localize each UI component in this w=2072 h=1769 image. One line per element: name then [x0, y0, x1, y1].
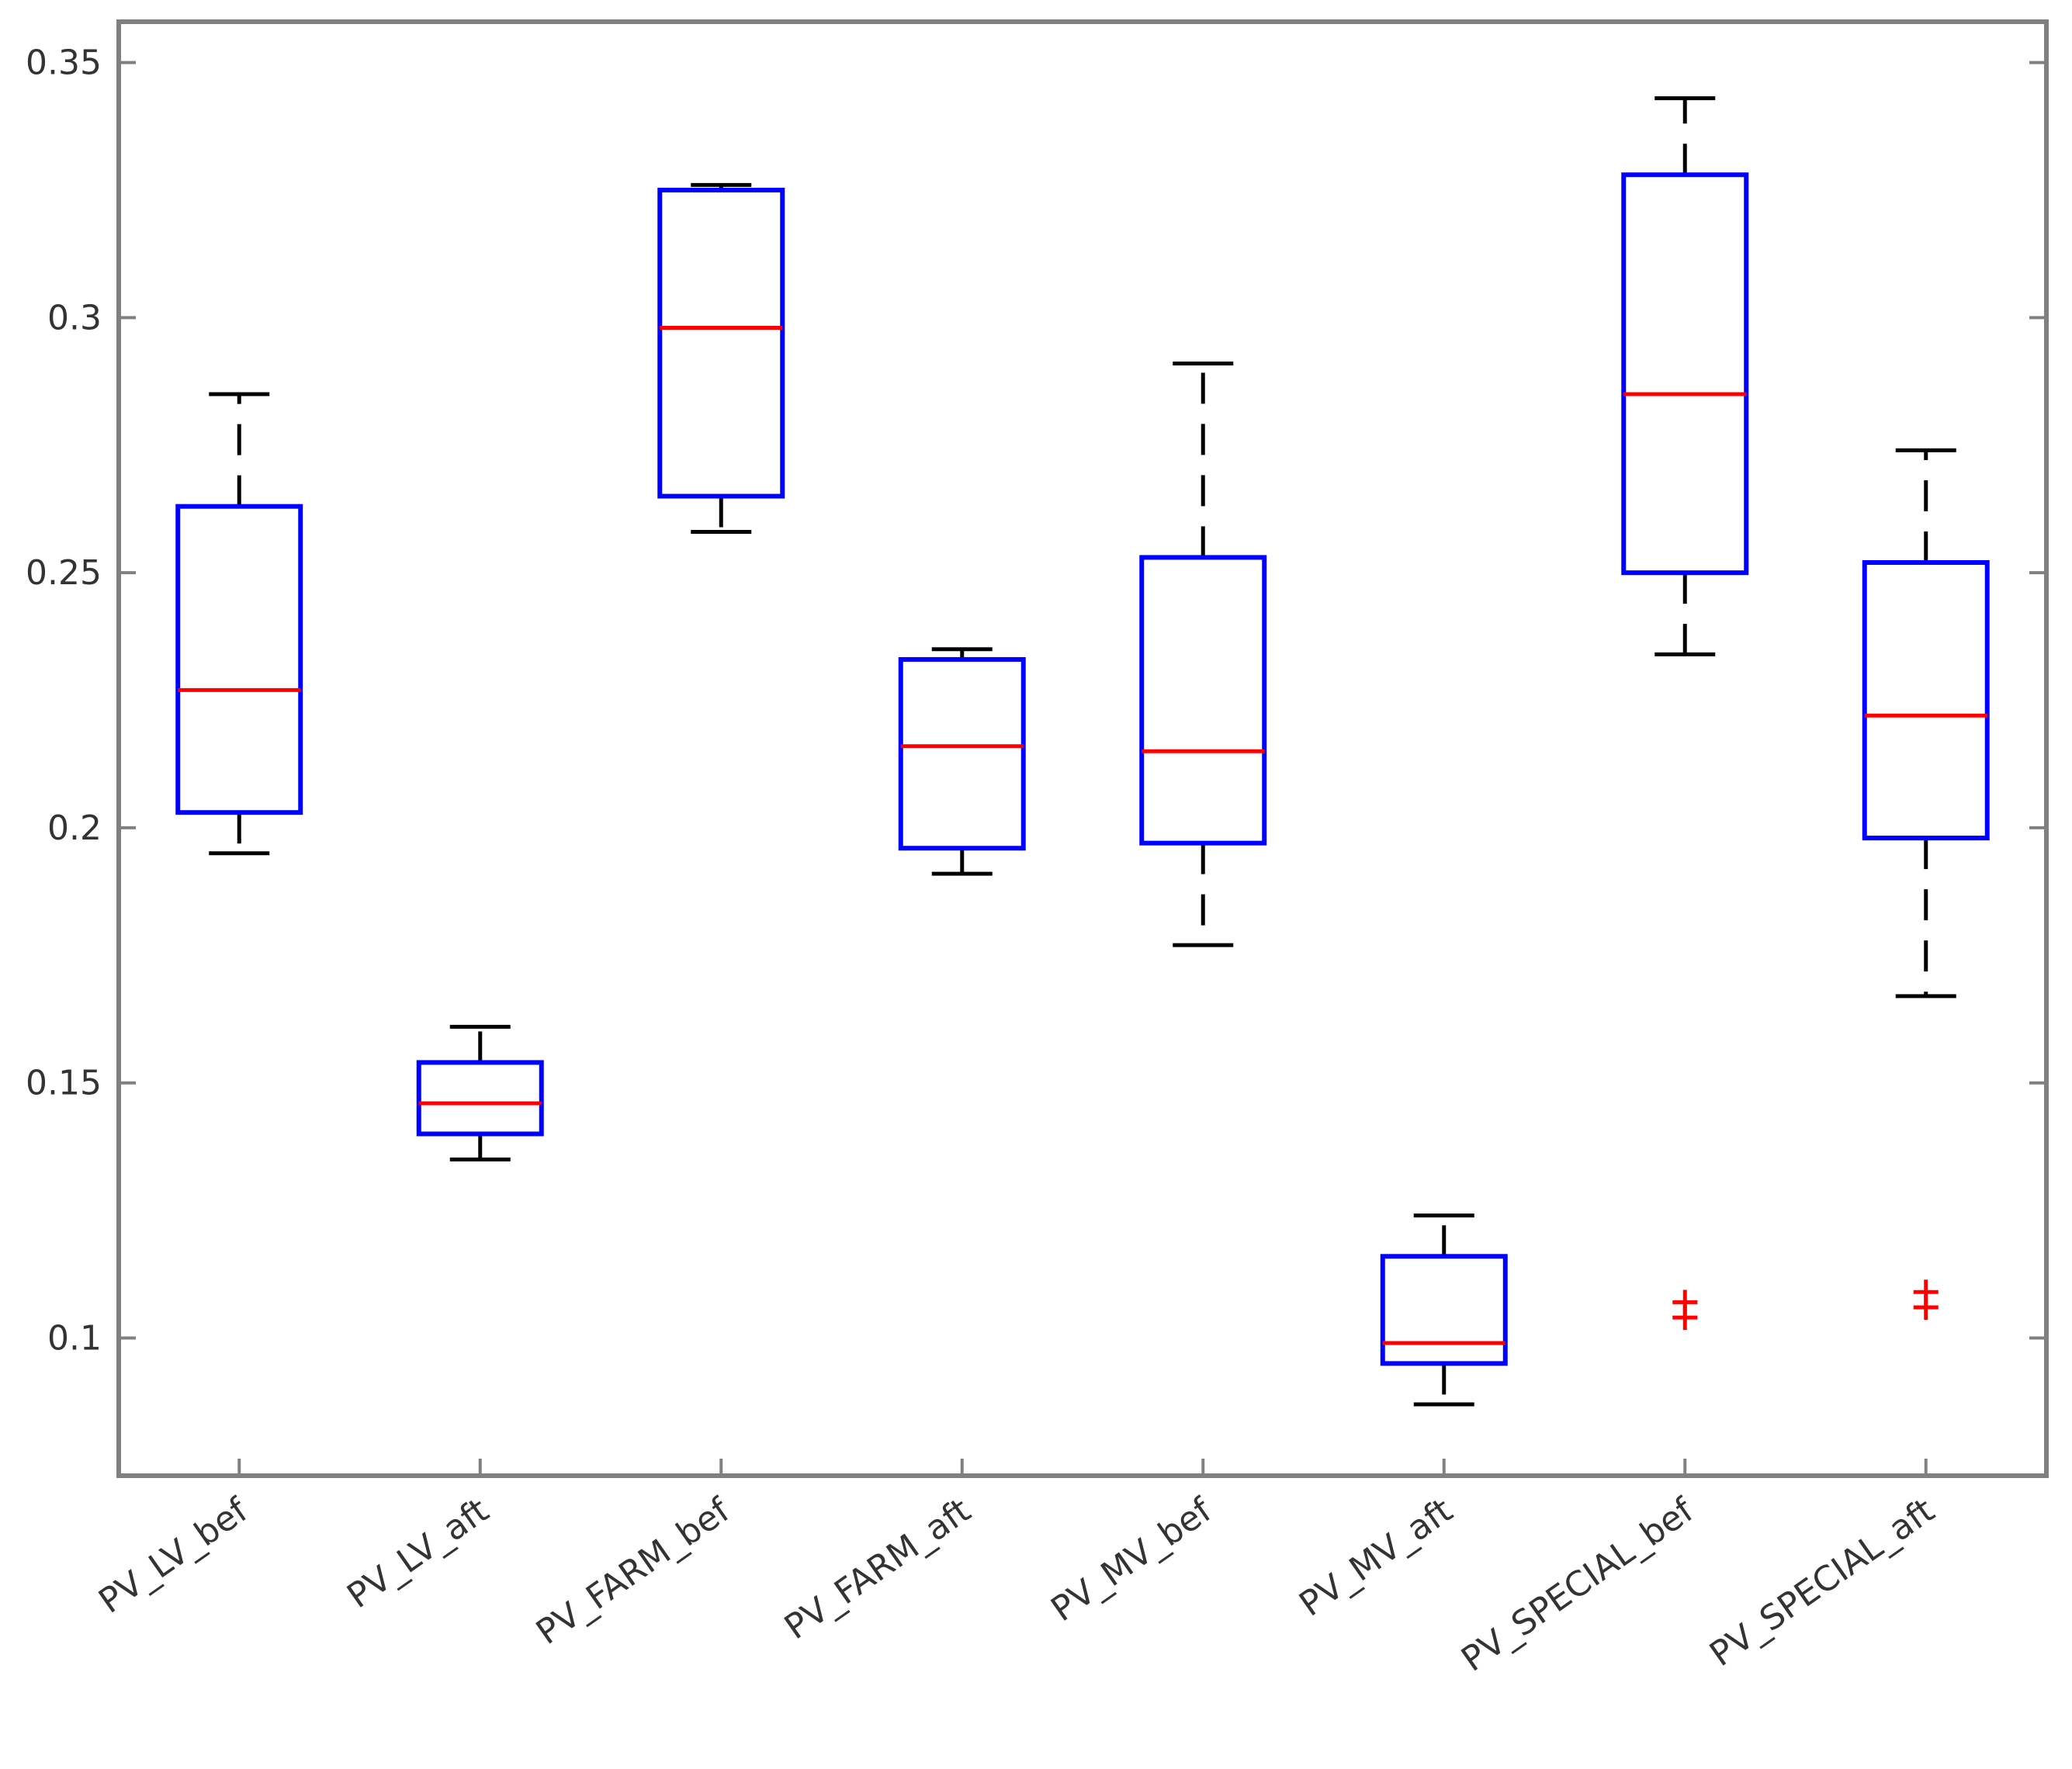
x-tick-label: PV_MV_aft: [1292, 1490, 1460, 1624]
y-tick-label: 0.1: [47, 1318, 102, 1358]
y-tick-label: 0.2: [47, 808, 102, 848]
y-tick-label: 0.15: [26, 1064, 102, 1103]
x-tick-label: PV_MV_bef: [1044, 1490, 1219, 1629]
x-tick-label: PV_FARM_bef: [529, 1490, 738, 1653]
outlier-marker: [1672, 1290, 1698, 1315]
x-axis-labels: PV_LV_bef PV_LV_aft PV_FARM_bef PV_FARM_aft…: [92, 1459, 1942, 1680]
boxes-layer: [175, 96, 1990, 1407]
iqr-box: [1621, 172, 1749, 576]
iqr-box: [1862, 559, 1990, 841]
box-pv-special-aft: [1862, 448, 1990, 1321]
y-tick-label: 0.3: [47, 298, 102, 338]
box-pv-farm-aft: [898, 647, 1026, 876]
box-pv-farm-bef: [657, 182, 785, 535]
box-pv-lv-aft: [416, 1024, 544, 1161]
plot-area-frame: [116, 19, 2049, 1478]
x-tick-label: PV_SPECIAL_aft: [1703, 1490, 1942, 1674]
y-tick-label: 0.25: [26, 553, 102, 593]
iqr-box: [657, 187, 785, 499]
iqr-box: [1380, 1254, 1508, 1366]
iqr-box: [898, 656, 1026, 851]
box-pv-lv-bef: [175, 392, 303, 856]
iqr-box: [416, 1060, 544, 1137]
outlier-marker: [1913, 1279, 1939, 1305]
x-tick-label: PV_FARM_aft: [778, 1490, 978, 1647]
iqr-box: [1139, 555, 1267, 846]
x-tick-label: PV_LV_aft: [340, 1490, 496, 1616]
box-pv-mv-bef: [1139, 362, 1267, 947]
y-axis: 0.1 0.15 0.2 0.25 0.3 0.35: [26, 43, 2046, 1358]
y-tick-label: 0.35: [26, 43, 102, 83]
iqr-box: [175, 504, 303, 815]
x-tick-label: PV_SPECIAL_bef: [1454, 1490, 1702, 1679]
box-pv-special-bef: [1621, 96, 1749, 1331]
x-tick-label: PV_LV_bef: [92, 1490, 255, 1621]
box-pv-mv-aft: [1380, 1213, 1508, 1407]
